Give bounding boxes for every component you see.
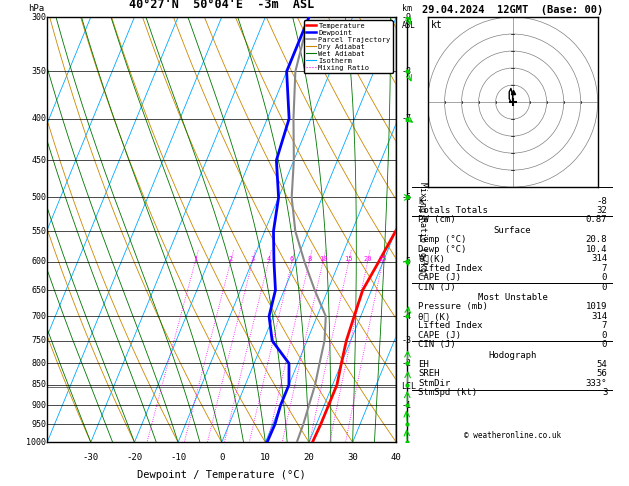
Text: -5: -5 (401, 257, 411, 266)
Text: CIN (J): CIN (J) (418, 340, 455, 349)
Text: PW (cm): PW (cm) (418, 215, 455, 225)
Text: 300: 300 (31, 13, 46, 21)
Text: 2: 2 (228, 256, 233, 262)
Text: Most Unstable: Most Unstable (477, 293, 548, 302)
Text: 0: 0 (602, 273, 607, 282)
Text: 54: 54 (596, 360, 607, 369)
Text: km: km (401, 4, 411, 13)
Text: 0: 0 (602, 282, 607, 292)
Text: 900: 900 (31, 400, 46, 410)
Text: Lifted Index: Lifted Index (418, 321, 482, 330)
Text: 0: 0 (219, 453, 225, 462)
Text: 0: 0 (602, 331, 607, 340)
Text: 20.8: 20.8 (586, 235, 607, 244)
Text: 30: 30 (347, 453, 358, 462)
Text: -2: -2 (401, 359, 411, 368)
Text: 7: 7 (602, 321, 607, 330)
Text: -10: -10 (170, 453, 186, 462)
Text: 450: 450 (31, 156, 46, 165)
Text: 40°27'N  50°04'E  -3m  ASL: 40°27'N 50°04'E -3m ASL (129, 0, 314, 11)
Text: 333°: 333° (586, 379, 607, 388)
Text: Dewpoint / Temperature (°C): Dewpoint / Temperature (°C) (137, 470, 306, 480)
Text: Surface: Surface (494, 226, 532, 235)
Text: 6: 6 (290, 256, 294, 262)
Text: 600: 600 (31, 257, 46, 266)
Text: 20: 20 (364, 256, 372, 262)
Text: 950: 950 (31, 419, 46, 429)
Text: 40: 40 (391, 453, 402, 462)
Text: Temp (°C): Temp (°C) (418, 235, 467, 244)
Text: kt: kt (431, 20, 443, 31)
Text: -4: -4 (401, 312, 411, 321)
Text: 750: 750 (31, 336, 46, 345)
Text: 10: 10 (260, 453, 270, 462)
Text: -8: -8 (596, 196, 607, 206)
Text: Dewp (°C): Dewp (°C) (418, 245, 467, 254)
Text: hPa: hPa (28, 4, 44, 13)
Text: 1000: 1000 (26, 438, 46, 447)
Text: CIN (J): CIN (J) (418, 282, 455, 292)
Text: 314: 314 (591, 312, 607, 321)
Legend: Temperature, Dewpoint, Parcel Trajectory, Dry Adiabat, Wet Adiabat, Isotherm, Mi: Temperature, Dewpoint, Parcel Trajectory… (304, 20, 392, 73)
Text: -7: -7 (401, 114, 411, 123)
Text: 0: 0 (602, 340, 607, 349)
Text: 650: 650 (31, 286, 46, 295)
Text: 314: 314 (591, 254, 607, 263)
Text: StmDir: StmDir (418, 379, 450, 388)
Text: 56: 56 (596, 369, 607, 379)
Text: SREH: SREH (418, 369, 440, 379)
Text: 10: 10 (319, 256, 327, 262)
Text: -20: -20 (126, 453, 143, 462)
Text: Hodograph: Hodograph (489, 350, 537, 360)
Text: θᴇ (K): θᴇ (K) (418, 312, 450, 321)
Text: -1: -1 (401, 400, 411, 410)
Text: © weatheronline.co.uk: © weatheronline.co.uk (464, 431, 561, 440)
Text: 400: 400 (31, 114, 46, 123)
Text: LCL: LCL (401, 382, 416, 391)
Text: 3: 3 (602, 388, 607, 398)
Text: Totals Totals: Totals Totals (418, 206, 488, 215)
Text: 350: 350 (31, 67, 46, 76)
Text: 3: 3 (250, 256, 255, 262)
Text: 7: 7 (602, 263, 607, 273)
Text: -30: -30 (83, 453, 99, 462)
Text: 0.87: 0.87 (586, 215, 607, 225)
Text: -8: -8 (401, 67, 411, 76)
Text: 550: 550 (31, 226, 46, 236)
Text: -6: -6 (401, 193, 411, 202)
Text: 1: 1 (193, 256, 198, 262)
Text: 29.04.2024  12GMT  (Base: 00): 29.04.2024 12GMT (Base: 00) (422, 4, 603, 15)
Text: CAPE (J): CAPE (J) (418, 331, 461, 340)
Text: Lifted Index: Lifted Index (418, 263, 482, 273)
Text: -9: -9 (401, 13, 411, 21)
Text: 32: 32 (596, 206, 607, 215)
Text: CAPE (J): CAPE (J) (418, 273, 461, 282)
Text: StmSpd (kt): StmSpd (kt) (418, 388, 477, 398)
Text: Mixing Ratio (g/kg): Mixing Ratio (g/kg) (418, 182, 427, 277)
Text: 25: 25 (378, 256, 387, 262)
Text: 500: 500 (31, 193, 46, 202)
Text: 800: 800 (31, 359, 46, 368)
Text: 850: 850 (31, 381, 46, 389)
Text: 10.4: 10.4 (586, 245, 607, 254)
Text: 15: 15 (345, 256, 353, 262)
Text: -3: -3 (401, 336, 411, 345)
Text: θᴇ(K): θᴇ(K) (418, 254, 445, 263)
Text: 1019: 1019 (586, 302, 607, 312)
Text: 20: 20 (304, 453, 314, 462)
Text: K: K (418, 196, 423, 206)
Text: ASL: ASL (401, 21, 415, 30)
Text: 8: 8 (307, 256, 311, 262)
Text: 700: 700 (31, 312, 46, 321)
Text: 4: 4 (266, 256, 270, 262)
Text: EH: EH (418, 360, 429, 369)
Text: Pressure (mb): Pressure (mb) (418, 302, 488, 312)
